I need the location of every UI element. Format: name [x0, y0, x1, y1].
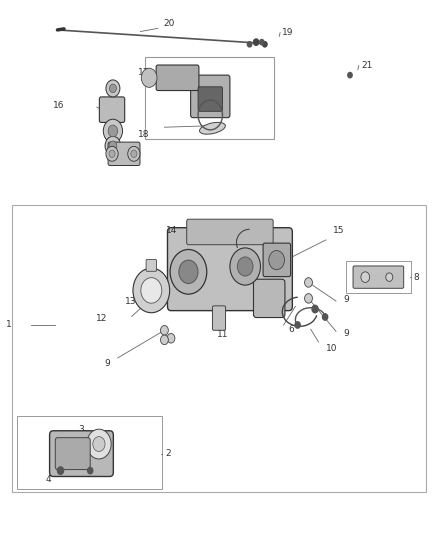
Text: 22: 22 — [123, 159, 134, 168]
Text: 9: 9 — [104, 359, 110, 368]
FancyBboxPatch shape — [191, 75, 230, 118]
Text: 9: 9 — [343, 295, 349, 304]
Circle shape — [263, 42, 267, 47]
FancyBboxPatch shape — [167, 228, 292, 311]
Text: 16: 16 — [53, 101, 64, 110]
Text: 2: 2 — [166, 449, 171, 458]
Circle shape — [237, 257, 253, 276]
Text: 6: 6 — [289, 325, 295, 334]
Circle shape — [160, 335, 168, 345]
Text: 8: 8 — [413, 273, 419, 281]
Circle shape — [170, 249, 207, 294]
Circle shape — [105, 136, 121, 156]
FancyBboxPatch shape — [254, 279, 285, 318]
Bar — [17, 416, 162, 489]
Text: 15: 15 — [332, 227, 344, 236]
FancyBboxPatch shape — [212, 306, 226, 330]
Circle shape — [106, 147, 118, 161]
Circle shape — [109, 150, 115, 158]
Circle shape — [141, 68, 157, 87]
FancyBboxPatch shape — [99, 97, 125, 123]
Bar — [346, 261, 411, 293]
Circle shape — [141, 278, 162, 303]
Circle shape — [57, 467, 64, 474]
Circle shape — [93, 437, 105, 451]
Text: 19: 19 — [283, 28, 294, 37]
Circle shape — [312, 305, 318, 313]
Circle shape — [230, 248, 261, 285]
FancyBboxPatch shape — [156, 65, 199, 91]
Text: 11: 11 — [217, 329, 228, 338]
FancyBboxPatch shape — [187, 219, 273, 245]
FancyBboxPatch shape — [263, 243, 290, 277]
Circle shape — [103, 119, 123, 143]
Text: 5: 5 — [254, 294, 260, 303]
Text: 20: 20 — [163, 19, 174, 28]
FancyBboxPatch shape — [146, 260, 156, 271]
Text: 17: 17 — [138, 68, 149, 77]
Circle shape — [348, 72, 352, 78]
Circle shape — [128, 147, 140, 161]
Circle shape — [167, 334, 175, 343]
Text: 9: 9 — [343, 329, 349, 338]
Circle shape — [106, 80, 120, 97]
FancyBboxPatch shape — [198, 87, 223, 111]
Circle shape — [88, 467, 93, 474]
FancyBboxPatch shape — [353, 266, 404, 288]
Text: 14: 14 — [166, 227, 177, 236]
Circle shape — [109, 141, 117, 151]
Circle shape — [110, 84, 117, 93]
Circle shape — [386, 273, 393, 281]
Circle shape — [269, 251, 285, 270]
Circle shape — [179, 260, 198, 284]
Circle shape — [260, 39, 264, 45]
Bar — [145, 56, 274, 139]
Text: 18: 18 — [138, 130, 149, 139]
Text: 21: 21 — [361, 61, 372, 70]
Circle shape — [304, 294, 312, 303]
Bar — [12, 205, 426, 492]
Circle shape — [247, 42, 252, 47]
FancyBboxPatch shape — [108, 142, 140, 165]
Text: 4: 4 — [45, 475, 51, 483]
Circle shape — [133, 268, 170, 313]
Circle shape — [295, 322, 300, 328]
Text: 13: 13 — [124, 296, 136, 305]
Text: 12: 12 — [96, 313, 108, 322]
FancyBboxPatch shape — [49, 431, 113, 477]
Text: 3: 3 — [79, 425, 85, 434]
Circle shape — [254, 39, 259, 45]
Ellipse shape — [200, 123, 226, 134]
Text: 1: 1 — [6, 320, 12, 329]
Text: 7: 7 — [267, 252, 273, 260]
Circle shape — [304, 278, 312, 287]
Circle shape — [87, 429, 111, 459]
Circle shape — [160, 326, 168, 335]
Circle shape — [131, 150, 137, 158]
Circle shape — [322, 314, 328, 320]
Text: 10: 10 — [326, 344, 337, 353]
FancyBboxPatch shape — [55, 438, 90, 470]
Circle shape — [108, 125, 118, 137]
Circle shape — [361, 272, 370, 282]
